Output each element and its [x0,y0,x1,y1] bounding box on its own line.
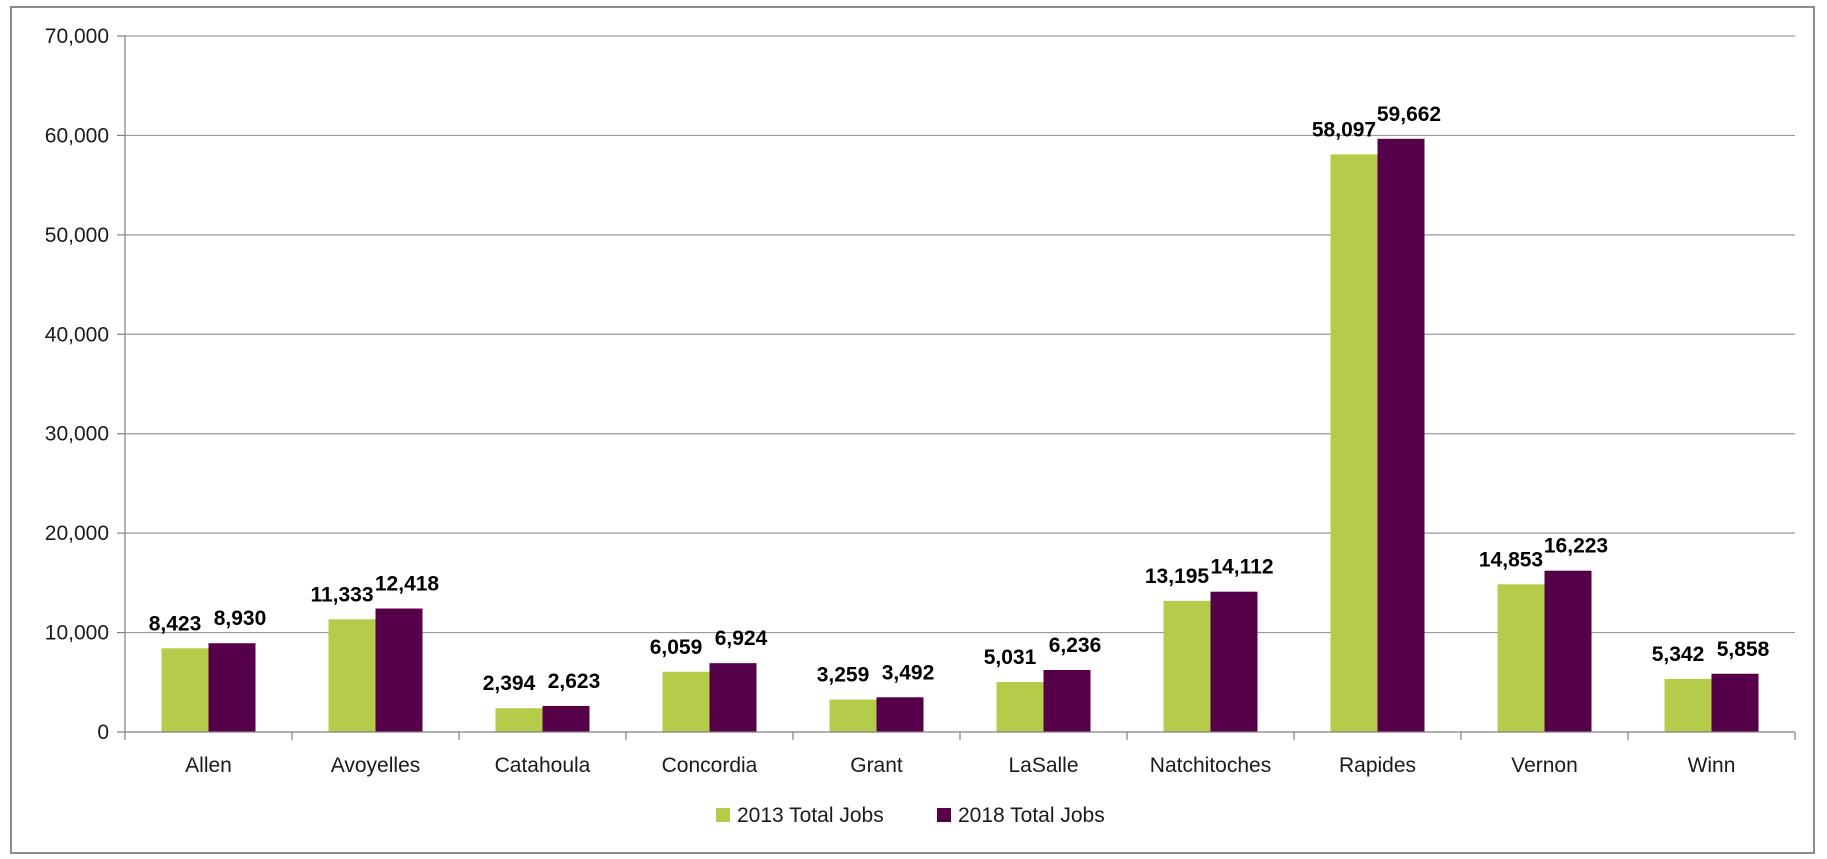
data-label-2013: 6,059 [650,636,703,659]
y-tick-label: 70,000 [45,25,109,48]
bar-2018 [1377,138,1425,733]
legend-swatch-2018 [937,808,951,822]
data-label-2018: 5,858 [1717,638,1770,661]
bar-2013 [161,648,209,732]
data-label-2018: 6,924 [715,627,768,650]
bar-2013 [662,671,710,732]
y-tick-label: 10,000 [45,622,109,645]
y-tick-label: 30,000 [45,423,109,446]
bar-2018 [375,608,423,732]
x-category-label: Catahoula [495,754,591,777]
bar-2018 [1711,673,1759,732]
data-label-2018: 6,236 [1049,634,1102,657]
x-category-label: Winn [1688,754,1736,777]
bar-2013 [1497,584,1545,732]
bar-2018 [208,643,256,732]
data-label-2018: 8,930 [214,607,267,630]
data-label-2018: 14,112 [1210,556,1273,579]
legend: 2013 Total Jobs 2018 Total Jobs [716,804,1105,827]
data-label-2013: 13,195 [1145,565,1210,588]
data-label-2018: 16,223 [1544,535,1608,558]
bar-2018 [1210,591,1258,732]
bar-2018 [1043,669,1091,732]
x-category-label: Grant [850,754,903,777]
bars [161,138,1759,733]
x-category-label: LaSalle [1008,754,1078,777]
bar-2018 [542,705,590,732]
data-label-2013: 14,853 [1479,548,1543,571]
bar-2018 [876,697,924,732]
data-label-2013: 5,031 [984,646,1037,669]
x-category-label: Allen [185,754,232,777]
x-category-label: Avoyelles [331,754,421,777]
bar-2013 [1664,678,1712,732]
bar-2018 [1544,570,1592,732]
bar-2013 [829,699,877,732]
data-label-2018: 59,662 [1377,103,1441,126]
y-tick-label: 60,000 [45,124,109,147]
x-category-label: Rapides [1339,754,1416,777]
data-label-2018: 12,418 [375,573,440,596]
legend-swatch-2013 [716,808,730,822]
legend-label-2018: 2018 Total Jobs [958,804,1105,827]
bar-2013 [1163,600,1211,732]
data-label-2013: 58,097 [1312,118,1376,141]
y-tick-label: 20,000 [45,522,109,545]
data-label-2013: 2,394 [483,672,536,695]
y-tick-label: 0 [97,721,109,744]
bar-2018 [709,663,757,732]
data-labels: 8,423 8,930 11,333 12,418 2,394 2,623 6,059 6,9… [149,103,1770,695]
bar-2013 [1330,154,1378,732]
x-category-label: Vernon [1511,754,1578,777]
y-tick-label: 50,000 [45,224,109,247]
data-label-2013: 8,423 [149,612,202,635]
x-category-label: Natchitoches [1150,754,1271,777]
data-label-2018: 3,492 [882,661,935,684]
data-label-2013: 11,333 [310,583,373,606]
x-category-label: Concordia [662,754,758,777]
data-label-2013: 5,342 [1652,643,1705,666]
axes: 0 10,000 20,000 30,000 40,000 50,000 60,000 70,… [45,25,1796,777]
bar-2013 [996,681,1044,732]
bar-2013 [495,708,543,732]
bar-2013 [328,619,376,732]
legend-label-2013: 2013 Total Jobs [737,804,884,827]
data-label-2018: 2,623 [548,670,601,693]
y-tick-label: 40,000 [45,323,109,346]
data-label-2013: 3,259 [817,664,870,687]
